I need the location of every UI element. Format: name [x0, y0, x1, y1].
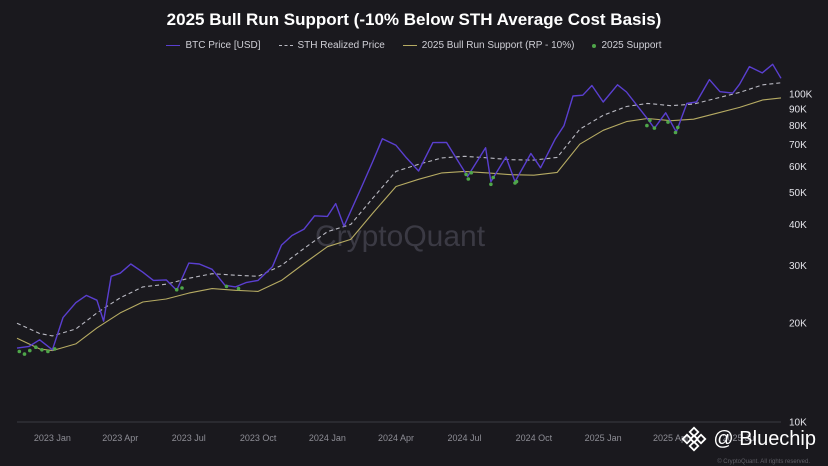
sth-realized-price-line: [16, 82, 782, 337]
support-marker: [52, 347, 57, 351]
support-marker: [180, 286, 184, 290]
chart-legend: BTC Price [USD] STH Realized Price 2025 …: [0, 40, 828, 51]
support-marker: [17, 349, 22, 354]
x-tick-label: 2024 Oct: [516, 433, 553, 443]
support-marker: [174, 287, 179, 292]
support-marker: [469, 170, 474, 175]
legend-label-sth: STH Realized Price: [297, 40, 385, 51]
x-tick-label: 2023 Jan: [34, 433, 71, 443]
y-tick-label: 70K: [789, 140, 807, 151]
support-marker: [22, 352, 27, 356]
support-marker: [666, 120, 670, 124]
x-tick-label: 2025 Jan: [585, 433, 622, 443]
x-tick-label: 2024 Jan: [309, 433, 346, 443]
brand-label: @ Bluechip: [713, 427, 816, 450]
brand-watermark: @ Bluechip: [681, 426, 816, 452]
support-marker: [224, 284, 229, 289]
x-tick-label: 2024 Jul: [448, 433, 482, 443]
support-marker: [652, 126, 657, 130]
y-tick-label: 100K: [789, 89, 813, 100]
support-marker: [464, 172, 468, 177]
legend-label-support-markers: 2025 Support: [601, 40, 662, 51]
y-tick-label: 80K: [789, 121, 807, 132]
support-marker: [40, 348, 44, 352]
legend-swatch-sth: [278, 45, 293, 46]
y-tick-label: 10K: [789, 418, 807, 429]
legend-label-btc: BTC Price [USD]: [185, 40, 261, 51]
legend-item-support-line[interactable]: 2025 Bull Run Support (RP - 10%): [402, 40, 575, 51]
legend-swatch-btc: [166, 45, 181, 46]
binance-diamond-icon: [681, 426, 707, 452]
y-tick-label: 60K: [789, 162, 807, 173]
copyright-notice: © CryptoQuant. All rights reserved.: [717, 459, 810, 465]
chart-title: 2025 Bull Run Support (-10% Below STH Av…: [166, 10, 662, 29]
x-tick-label: 2025 Jul: [723, 433, 757, 443]
y-tick-label: 30K: [789, 261, 807, 272]
x-tick-label: 2023 Apr: [102, 433, 138, 443]
legend-item-sth[interactable]: STH Realized Price: [278, 40, 385, 51]
support-marker: [673, 130, 678, 135]
support-marker: [648, 118, 652, 123]
support-marker: [489, 182, 493, 187]
y-tick-label: 20K: [789, 319, 807, 330]
legend-swatch-support-line: [402, 45, 417, 46]
legend-swatch-support-markers: [592, 43, 597, 48]
btc-price-line: [16, 63, 782, 351]
y-tick-label: 50K: [789, 188, 807, 199]
x-tick-label: 2025 Apr: [653, 433, 689, 443]
y-tick-label: 90K: [789, 104, 807, 115]
support-marker: [676, 125, 680, 130]
legend-item-support-markers[interactable]: 2025 Support: [592, 40, 662, 51]
support-marker: [28, 348, 32, 353]
support-marker: [466, 177, 471, 181]
watermark-text: CryptoQuant: [315, 220, 486, 253]
x-tick-label: 2023 Jul: [172, 433, 206, 443]
support-marker: [34, 345, 38, 350]
x-tick-label: 2024 Apr: [378, 433, 414, 443]
support-marker: [645, 123, 649, 128]
legend-item-btc[interactable]: BTC Price [USD]: [166, 40, 261, 51]
support-marker: [514, 179, 519, 184]
support-marker: [236, 286, 241, 291]
y-tick-label: 40K: [789, 220, 807, 231]
bull-run-support-line: [16, 97, 782, 352]
support-marker: [491, 175, 496, 180]
x-tick-label: 2023 Oct: [240, 433, 277, 443]
support-marker: [46, 349, 50, 354]
legend-label-support-line: 2025 Bull Run Support (RP - 10%): [421, 40, 575, 51]
